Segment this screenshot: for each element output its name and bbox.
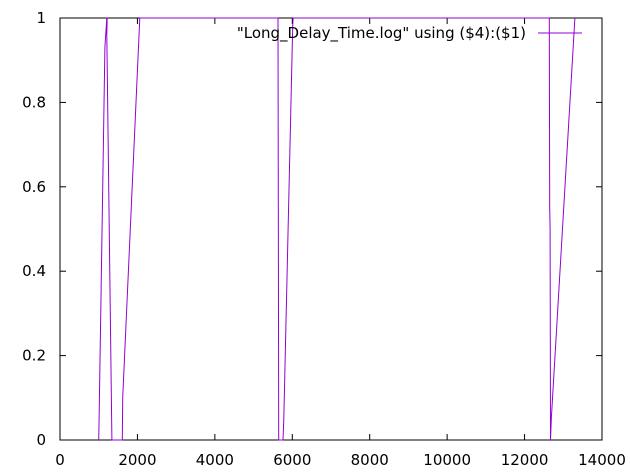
legend-label: "Long_Delay_Time.log" using ($4):($1) (237, 24, 526, 43)
x-tick-label: 4000 (196, 451, 234, 469)
x-tick-label: 14000 (578, 451, 626, 469)
y-tick-label: 1 (36, 9, 46, 27)
axis-ticks (60, 18, 602, 440)
series-layer (98, 17, 576, 441)
x-tick-label: 8000 (351, 451, 389, 469)
y-tick-label: 0 (36, 431, 46, 449)
y-tick-label: 0.8 (22, 93, 46, 111)
x-tick-labels: 0 2000 4000 6000 8000 10000 12000 14000 (55, 451, 626, 469)
y-tick-labels: 0 0.2 0.4 0.6 0.8 1 (22, 9, 46, 449)
x-tick-label: 10000 (423, 451, 471, 469)
x-tick-label: 2000 (118, 451, 156, 469)
y-tick-label: 0.4 (22, 262, 46, 280)
plot-frame (59, 17, 603, 441)
y-tick-label: 0.2 (22, 347, 46, 365)
x-tick-label: 6000 (273, 451, 311, 469)
x-tick-label: 12000 (501, 451, 549, 469)
legend: "Long_Delay_Time.log" using ($4):($1) (237, 24, 582, 43)
y-tick-label: 0.6 (22, 178, 46, 196)
x-tick-label: 0 (55, 451, 65, 469)
series-line (98, 17, 576, 441)
